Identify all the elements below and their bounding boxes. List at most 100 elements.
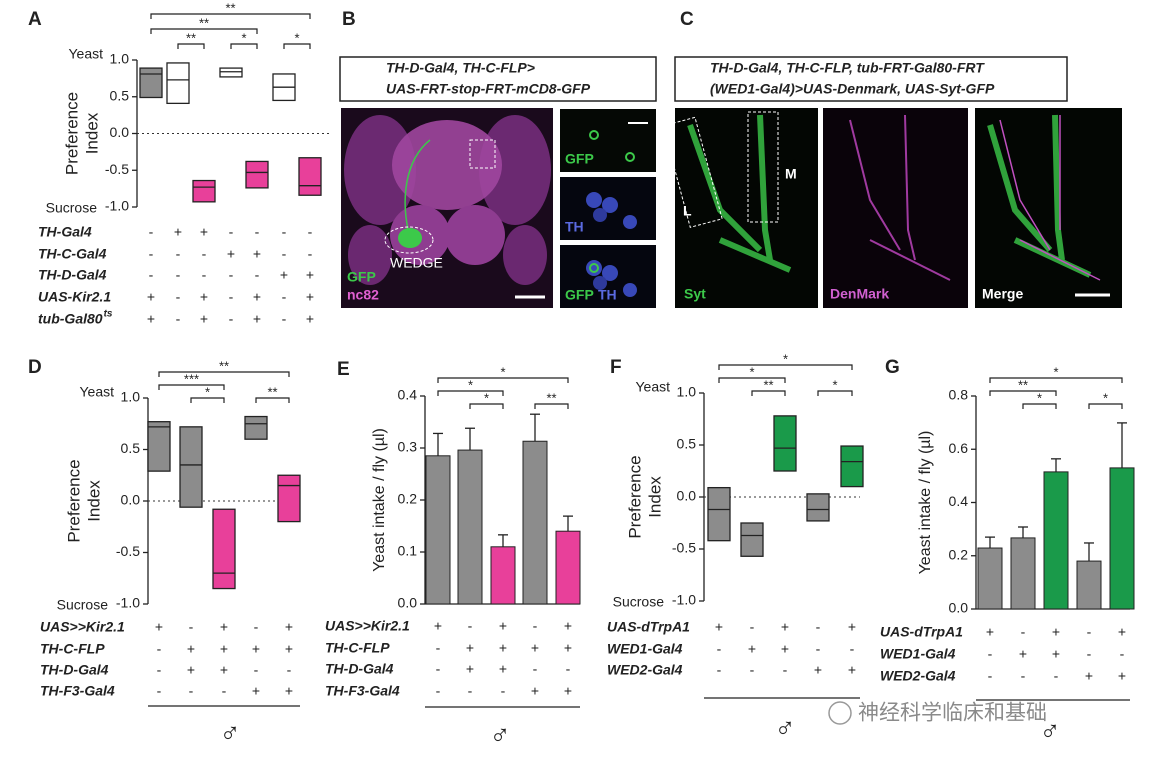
genotype-mark: - (157, 641, 162, 657)
genotype-mark: - (566, 661, 571, 677)
genotype-mark: - (750, 662, 755, 678)
significance-label: ** (199, 15, 209, 30)
genotype-label: TH-F3-Gal4 (325, 683, 400, 699)
genotype-mark: + (200, 289, 208, 305)
genotype-mark: + (1085, 668, 1093, 684)
y-tick-label: 0.0 (110, 124, 130, 140)
significance-bracket (158, 371, 290, 377)
y-top-label: Yeast (68, 46, 103, 62)
genotype-mark: - (750, 619, 755, 635)
genotype-mark: + (147, 289, 155, 305)
genotype-mark: + (306, 289, 314, 305)
significance-label: ** (1018, 377, 1028, 392)
significance-label: ** (763, 377, 773, 392)
genotype-mark: + (466, 640, 474, 656)
y-axis-label: Yeast intake / fly (µl) (917, 431, 934, 575)
significance-bracket (989, 390, 1057, 396)
genotype-mark: - (229, 289, 234, 305)
genotype-mark: - (1021, 668, 1026, 684)
genotype-mark: - (157, 683, 162, 699)
panel-letter: D (28, 357, 42, 378)
significance-bracket (158, 384, 225, 390)
genotype-mark: + (220, 641, 228, 657)
genotype-mark: + (748, 641, 756, 657)
genotype-mark: + (187, 641, 195, 657)
genotype-mark: - (816, 619, 821, 635)
genotype-mark: - (189, 683, 194, 699)
genotype-mark: + (253, 311, 261, 327)
y-tick-label: 0.5 (121, 440, 141, 456)
genotype-mark: + (499, 661, 507, 677)
y-top-label: Yeast (79, 384, 114, 400)
genotype-mark: + (253, 289, 261, 305)
image-title: (WED1-Gal4)>UAS-Denmark, UAS-Syt-GFP (710, 81, 995, 97)
micrograph (341, 108, 553, 308)
genotype-mark: + (285, 683, 293, 699)
y-tick-label: 0.8 (949, 387, 969, 403)
genotype-mark: - (308, 224, 313, 240)
significance-bracket (437, 377, 569, 383)
genotype-mark: - (988, 668, 993, 684)
genotype-mark: + (564, 683, 572, 699)
y-tick-label: 0.5 (110, 87, 130, 103)
genotype-mark: - (436, 640, 441, 656)
genotype-label: UAS-Kir2.1 (38, 289, 111, 305)
y-tick-label: -0.5 (116, 543, 140, 559)
genotype-mark: + (1052, 624, 1060, 640)
bar (457, 449, 483, 605)
significance-label: ** (225, 0, 235, 15)
genotype-mark: + (200, 311, 208, 327)
genotype-mark: - (717, 641, 722, 657)
genotype-mark: + (814, 662, 822, 678)
significance-label: * (500, 364, 505, 379)
watermark: 神经科学临床和基础 (858, 702, 1047, 725)
y-axis-label: Preference (625, 455, 644, 538)
significance-label: * (484, 390, 489, 405)
bar (425, 455, 451, 605)
significance-label: * (1053, 364, 1058, 379)
genotype-mark: - (149, 246, 154, 262)
title-box (674, 56, 1068, 102)
channel-label: GFP (347, 269, 376, 285)
y-top-label: Yeast (635, 379, 670, 395)
genotype-mark: - (988, 646, 993, 662)
significance-label: * (468, 377, 473, 392)
genotype-mark: - (176, 246, 181, 262)
y-tick-label: 1.0 (110, 51, 130, 67)
genotype-mark: + (499, 640, 507, 656)
significance-bracket (190, 397, 225, 403)
bar (555, 530, 581, 605)
channel-label: TH (565, 219, 584, 235)
genotype-mark: + (252, 641, 260, 657)
genotype-mark: - (436, 661, 441, 677)
genotype-mark: + (848, 662, 856, 678)
genotype-label: UAS>>Kir2.1 (40, 619, 125, 635)
genotype-mark: - (1054, 668, 1059, 684)
genotype-mark: - (176, 311, 181, 327)
significance-bracket (230, 43, 258, 49)
genotype-mark: + (1052, 646, 1060, 662)
significance-bracket (255, 397, 290, 403)
genotype-mark: + (174, 224, 182, 240)
genotype-mark: + (227, 246, 235, 262)
genotype-mark: - (149, 224, 154, 240)
box (298, 157, 322, 196)
genotype-mark: + (252, 683, 260, 699)
genotype-label: TH-Gal4 (38, 224, 92, 240)
significance-bracket (817, 390, 853, 396)
sex-symbol: ♂ (775, 712, 796, 743)
y-tick-label: 0.1 (398, 543, 418, 559)
box (277, 474, 301, 523)
box (139, 67, 163, 99)
y-tick-label: -0.5 (105, 161, 129, 177)
y-axis-label: Preference (62, 92, 81, 175)
genotype-mark: - (229, 224, 234, 240)
genotype-mark: - (149, 267, 154, 283)
y-tick-label: 0.0 (677, 488, 697, 504)
genotype-mark: - (816, 641, 821, 657)
region-label: L (683, 203, 692, 219)
genotype-label: TH-D-Gal4 (38, 267, 107, 283)
significance-bracket (150, 13, 311, 19)
genotype-mark: + (285, 619, 293, 635)
